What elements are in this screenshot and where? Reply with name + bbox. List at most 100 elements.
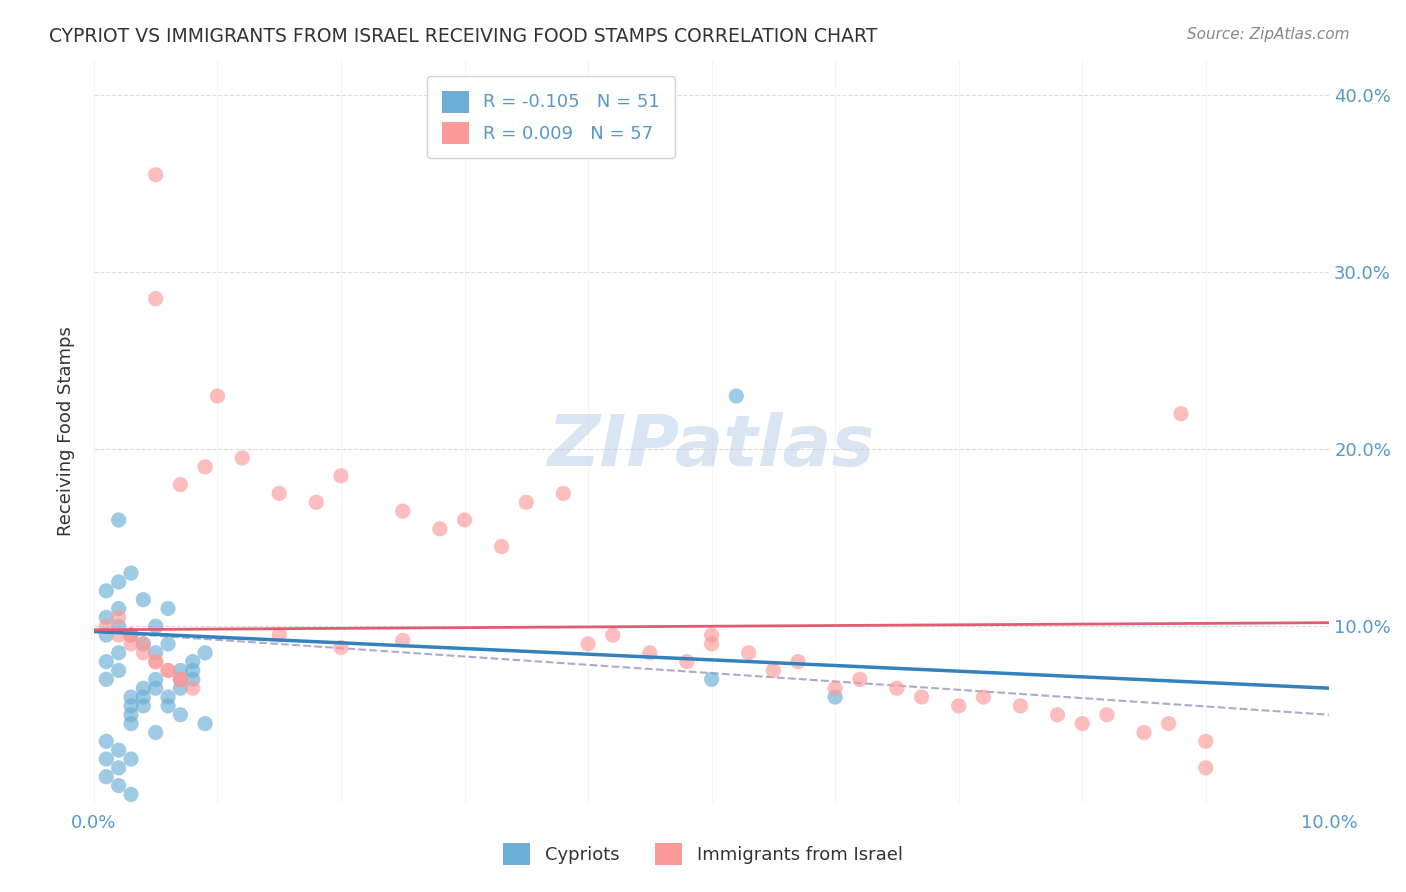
Text: ZIPatlas: ZIPatlas [548,412,876,481]
Point [145,681,167,696]
Point [96,619,118,633]
Point [145,646,167,660]
Point [107,743,129,757]
Point [1046,707,1069,722]
Point [181,664,204,678]
Point [676,655,699,669]
Point [1095,707,1118,722]
Point [120,690,142,704]
Point [1170,407,1192,421]
Point [169,664,191,678]
Point [194,646,217,660]
Point [96,734,118,748]
Legend: R = -0.105   N = 51, R = 0.009   N = 57: R = -0.105 N = 51, R = 0.009 N = 57 [427,76,675,158]
Point [107,610,129,624]
Point [194,459,217,474]
Point [576,637,599,651]
Point [145,619,167,633]
Point [132,698,155,713]
Point [1157,716,1180,731]
Point [602,628,624,642]
Point [391,633,413,648]
Point [120,788,142,802]
Point [107,779,129,793]
Point [96,752,118,766]
Point [96,770,118,784]
Point [700,637,723,651]
Point [972,690,994,704]
Point [491,540,513,554]
Point [910,690,932,704]
Point [181,681,204,696]
Point [107,761,129,775]
Point [107,601,129,615]
Point [1071,716,1094,731]
Point [269,486,291,500]
Point [120,716,142,731]
Point [120,698,142,713]
Point [145,292,167,306]
Point [120,628,142,642]
Point [169,673,191,687]
Point [700,673,723,687]
Point [107,513,129,527]
Point [157,698,180,713]
Point [269,628,291,642]
Point [515,495,537,509]
Point [1133,725,1156,739]
Point [1010,698,1032,713]
Point [194,716,217,731]
Point [1195,734,1218,748]
Point [96,673,118,687]
Point [330,468,353,483]
Point [96,583,118,598]
Point [145,655,167,669]
Point [132,646,155,660]
Point [787,655,810,669]
Point [157,690,180,704]
Point [169,673,191,687]
Point [429,522,451,536]
Y-axis label: Receiving Food Stamps: Receiving Food Stamps [58,326,75,536]
Point [169,673,191,687]
Point [181,655,204,669]
Point [107,664,129,678]
Point [453,513,475,527]
Point [96,628,118,642]
Point [181,673,204,687]
Point [169,681,191,696]
Point [157,664,180,678]
Point [120,707,142,722]
Point [96,610,118,624]
Text: CYPRIOT VS IMMIGRANTS FROM ISRAEL RECEIVING FOOD STAMPS CORRELATION CHART: CYPRIOT VS IMMIGRANTS FROM ISRAEL RECEIV… [49,27,877,45]
Point [207,389,229,403]
Point [132,637,155,651]
Point [1195,761,1218,775]
Point [145,673,167,687]
Point [107,574,129,589]
Point [145,168,167,182]
Point [107,619,129,633]
Point [169,477,191,491]
Point [553,486,575,500]
Point [107,646,129,660]
Point [145,655,167,669]
Point [120,637,142,651]
Point [391,504,413,518]
Point [824,690,846,704]
Point [120,752,142,766]
Point [157,601,180,615]
Point [886,681,908,696]
Point [330,640,353,655]
Point [132,681,155,696]
Point [824,681,846,696]
Point [305,495,328,509]
Point [132,592,155,607]
Point [762,664,785,678]
Legend: Cypriots, Immigrants from Israel: Cypriots, Immigrants from Israel [494,834,912,874]
Text: Source: ZipAtlas.com: Source: ZipAtlas.com [1187,27,1350,42]
Point [948,698,970,713]
Point [96,655,118,669]
Point [145,725,167,739]
Point [169,707,191,722]
